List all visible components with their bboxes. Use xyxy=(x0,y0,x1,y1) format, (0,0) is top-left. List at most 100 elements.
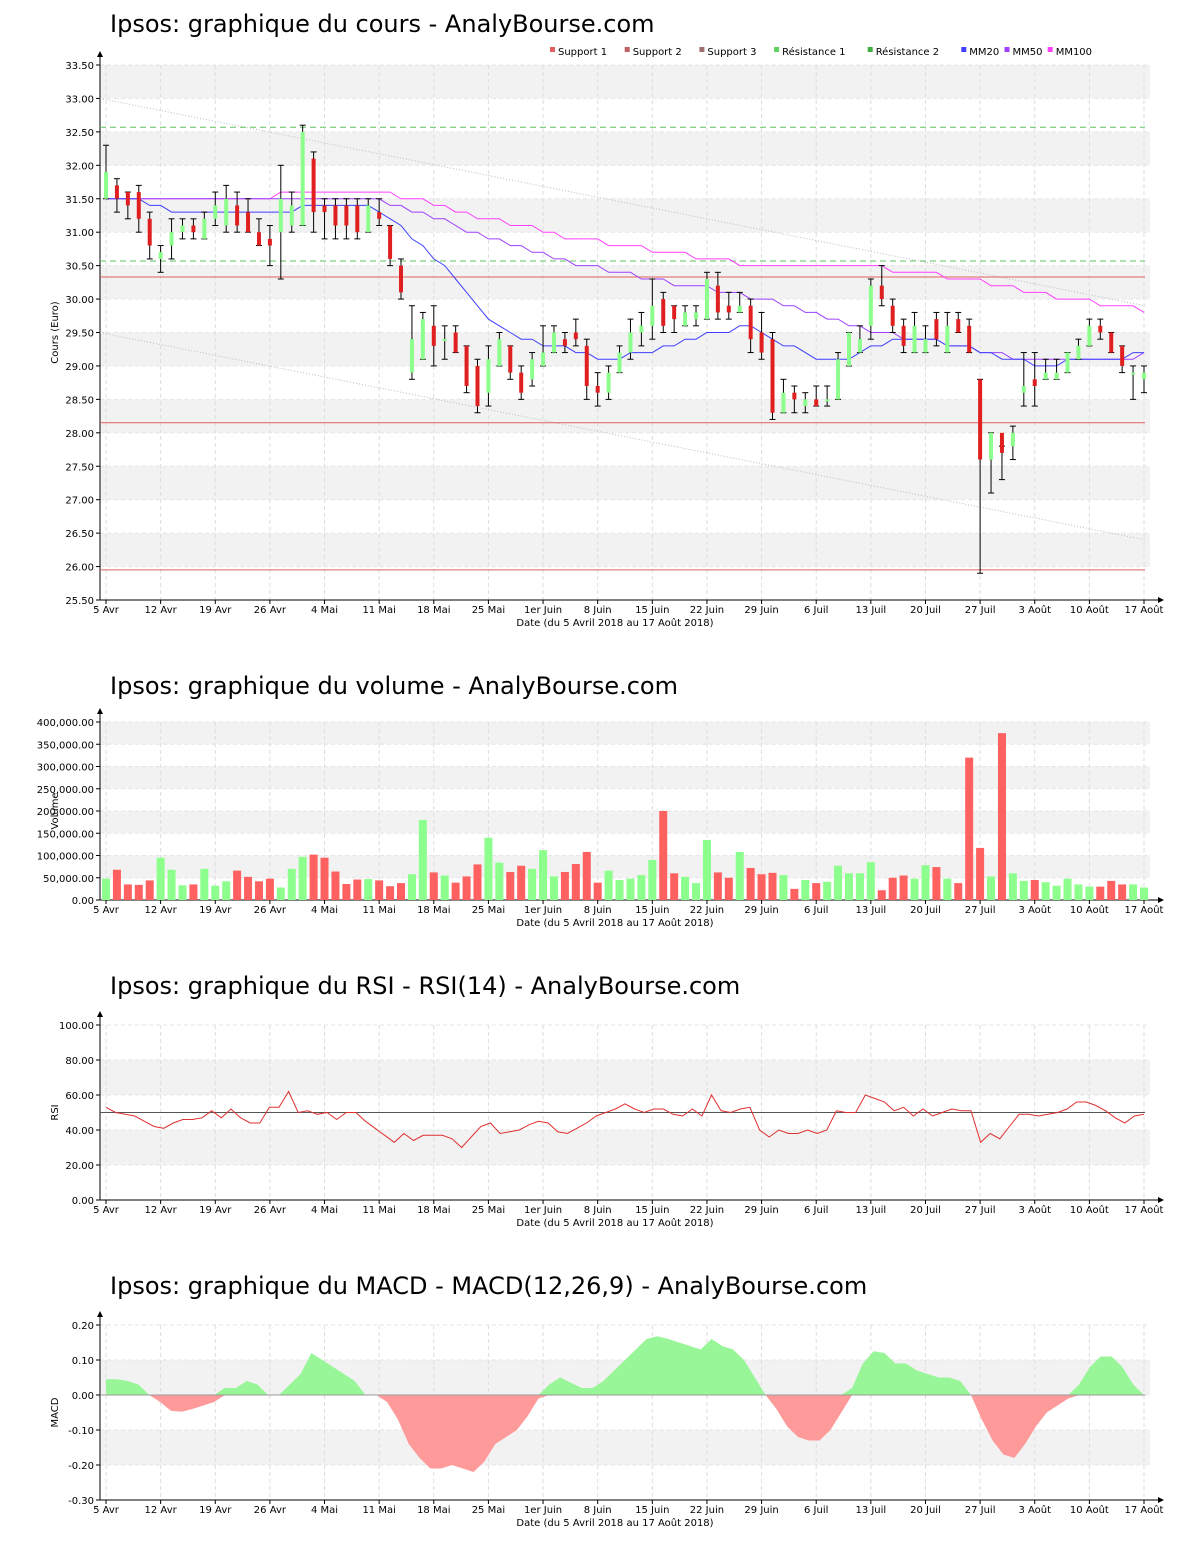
candle-body xyxy=(704,279,709,320)
price-x-tick-label: 4 Mai xyxy=(311,605,338,616)
candle-body xyxy=(420,319,425,360)
price-y-axis-label: Cours (Euro) xyxy=(50,301,61,364)
band xyxy=(100,466,1150,500)
rsi-x-tick-label: 10 Août xyxy=(1070,1204,1109,1216)
volume-bar xyxy=(429,872,438,900)
candle-body xyxy=(726,305,731,313)
volume-bar xyxy=(681,876,690,900)
price-y-tick-label: 33.00 xyxy=(65,94,94,105)
rsi-x-tick-label: 26 Avr xyxy=(254,1205,287,1216)
band xyxy=(100,811,1150,834)
volume-bar xyxy=(134,884,143,900)
volume-bar xyxy=(495,862,504,900)
volume-bar xyxy=(702,839,711,900)
volume-x-tick-label: 3 Août xyxy=(1018,904,1051,916)
rsi-x-tick-label: 1er Juin xyxy=(524,1205,562,1216)
candle-body xyxy=(661,299,666,326)
price-y-tick-label: 32.00 xyxy=(65,161,94,172)
candle-body xyxy=(781,392,786,413)
volume-bar xyxy=(779,875,788,900)
candle-body xyxy=(912,325,917,353)
rsi-x-tick-label: 8 Juin xyxy=(584,1205,612,1216)
legend-swatch xyxy=(961,47,967,52)
candle-body xyxy=(1076,345,1081,360)
candle-body xyxy=(453,332,458,353)
volume-bar xyxy=(571,863,580,900)
candle-body xyxy=(191,225,196,233)
candle-body xyxy=(814,399,819,407)
volume-bar xyxy=(276,887,285,900)
volume-bar xyxy=(112,869,121,900)
volume-bar xyxy=(244,876,253,900)
volume-bar xyxy=(910,878,919,900)
volume-y-tick-label: 400,000.00 xyxy=(37,718,94,729)
volume-bar xyxy=(604,870,613,900)
price-x-tick-label: 17 Août xyxy=(1125,604,1164,616)
legend-swatch xyxy=(1047,47,1053,52)
rsi-x-tick-label: 12 Avr xyxy=(145,1205,178,1216)
volume-bar xyxy=(855,873,864,900)
volume-y-tick-label: 250,000.00 xyxy=(37,785,94,796)
price-y-tick-label: 28.50 xyxy=(65,395,94,406)
volume-bar xyxy=(1008,873,1017,900)
candle-body xyxy=(1098,325,1103,333)
volume-bar xyxy=(801,879,810,900)
price-x-tick-label: 18 Mai xyxy=(417,605,450,616)
volume-title: Ipsos: graphique du volume - AnalyBourse… xyxy=(110,672,678,700)
legend-label: Résistance 1 xyxy=(782,46,845,58)
volume-bar xyxy=(484,837,493,900)
volume-y-tick-label: 50,000.00 xyxy=(43,874,94,885)
price-x-tick-label: 5 Avr xyxy=(93,605,120,616)
candle-body xyxy=(978,379,983,460)
volume-bar xyxy=(167,869,176,900)
band xyxy=(100,131,1150,166)
volume-x-tick-label: 26 Avr xyxy=(254,905,287,916)
volume-bar xyxy=(834,865,843,900)
legend-label: MM50 xyxy=(1013,47,1043,58)
macd-x-tick-label: 8 Juin xyxy=(584,1505,612,1516)
rsi-x-axis-label: Date (du 5 Avril 2018 au 17 Août 2018) xyxy=(516,1217,713,1229)
price-title: Ipsos: graphique du cours - AnalyBourse.… xyxy=(110,10,655,38)
candle-body xyxy=(770,339,775,413)
macd-title: Ipsos: graphique du MACD - MACD(12,26,9)… xyxy=(110,1272,867,1300)
x-axis-arrow xyxy=(1158,1497,1164,1503)
price-y-tick-label: 29.00 xyxy=(65,362,94,373)
macd-x-tick-label: 13 Juil xyxy=(855,1505,886,1516)
candle-body xyxy=(289,205,294,226)
candle-body xyxy=(792,392,797,400)
band xyxy=(100,1130,1150,1165)
rsi-x-tick-label: 22 Juin xyxy=(690,1205,724,1216)
volume-bar xyxy=(178,885,187,900)
legend-swatch xyxy=(774,47,780,52)
volume-bar xyxy=(670,873,679,900)
volume-bar xyxy=(506,871,515,900)
candle-body xyxy=(595,386,600,393)
candle-body xyxy=(737,305,742,313)
candle-body xyxy=(147,218,152,246)
candle-body xyxy=(322,205,327,213)
volume-bar xyxy=(1030,879,1039,900)
candle-body xyxy=(442,339,447,342)
legend-swatch xyxy=(867,47,873,52)
volume-x-tick-label: 20 Juil xyxy=(910,905,941,916)
rsi-x-tick-label: 19 Avr xyxy=(199,1205,232,1216)
macd-y-tick-label: 0.20 xyxy=(72,1321,94,1332)
candle-body xyxy=(541,352,546,366)
band xyxy=(100,722,1150,745)
mm100-line xyxy=(106,191,1145,313)
volume-y-tick-label: 300,000.00 xyxy=(37,763,94,774)
volume-bar xyxy=(517,865,526,900)
candle-body xyxy=(923,339,928,353)
macd-x-tick-label: 17 Août xyxy=(1125,1504,1164,1516)
rsi-x-tick-label: 6 Juil xyxy=(804,1205,828,1216)
volume-y-tick-label: 200,000.00 xyxy=(37,807,94,818)
volume-bar xyxy=(309,854,318,900)
macd-x-tick-label: 1er Juin xyxy=(524,1505,562,1516)
macd-y-tick-label: 0.10 xyxy=(72,1356,94,1367)
volume-bar xyxy=(298,856,307,900)
price-x-tick-label: 15 Juin xyxy=(635,605,669,616)
volume-bar xyxy=(812,883,821,900)
candle-body xyxy=(278,198,283,233)
candle-body xyxy=(868,285,873,326)
macd-x-tick-label: 4 Mai xyxy=(311,1505,338,1516)
